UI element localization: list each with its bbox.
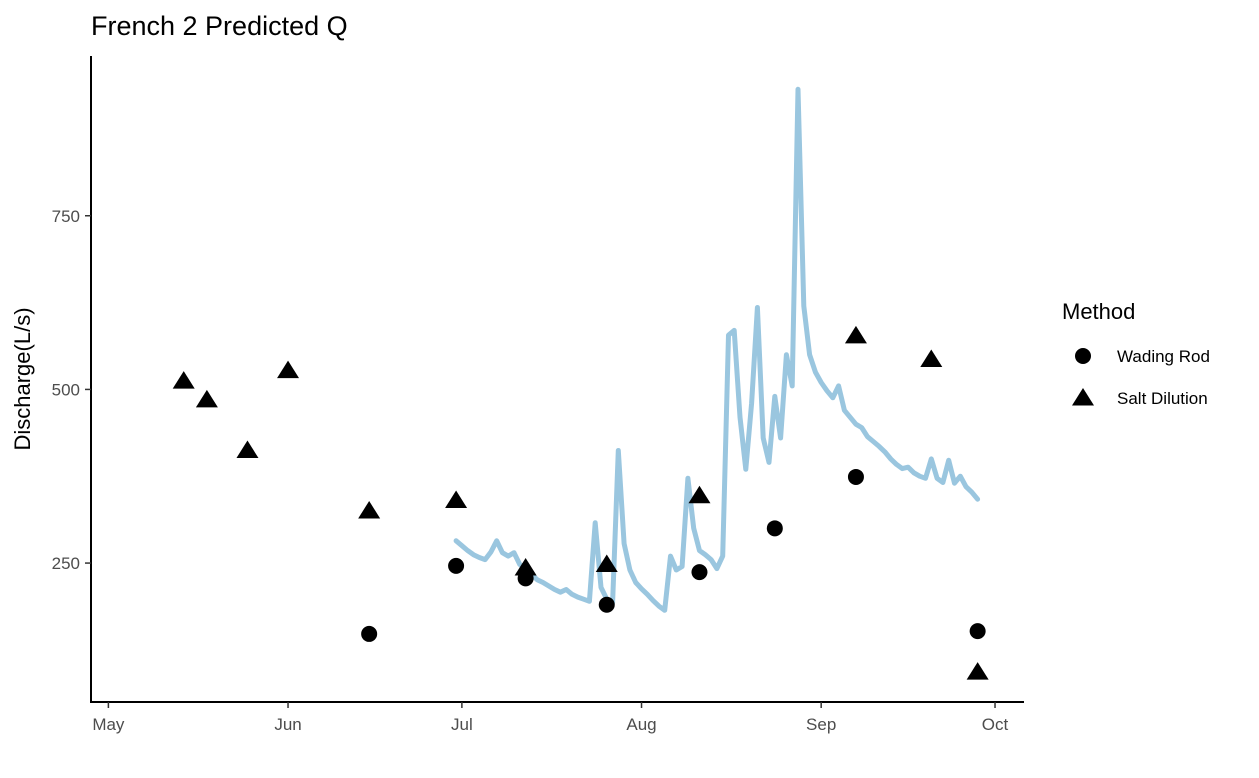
- y-ticks: 250 500 750: [52, 207, 91, 573]
- predicted-discharge-line: [453, 86, 981, 613]
- legend: Method Wading Rod Salt Dilution: [1062, 299, 1210, 408]
- plot-area: [172, 86, 989, 680]
- salt-dilution-point: [195, 389, 218, 408]
- x-ticks: May Jun Jul Aug Sep Oct: [92, 702, 1009, 734]
- wading-rod-point: [448, 557, 465, 574]
- legend-title: Method: [1062, 299, 1135, 324]
- x-tick-label: Oct: [982, 715, 1009, 734]
- x-tick-label: Jul: [451, 715, 473, 734]
- salt-dilution-point: [358, 500, 381, 519]
- predicted-line-layer: [453, 86, 981, 613]
- y-tick-label: 750: [52, 207, 80, 226]
- points-layer: [172, 325, 989, 680]
- wading-rod-point: [847, 468, 864, 485]
- salt-dilution-point: [688, 485, 711, 504]
- salt-dilution-point: [514, 557, 537, 576]
- legend-label: Salt Dilution: [1117, 389, 1208, 408]
- salt-dilution-point: [277, 360, 300, 379]
- x-tick-label: Aug: [626, 715, 656, 734]
- wading-rod-point: [598, 596, 615, 613]
- salt-dilution-point: [595, 554, 618, 572]
- chart-title: French 2 Predicted Q: [91, 11, 348, 41]
- wading-rod-point: [361, 625, 378, 642]
- wading-rod-point: [766, 520, 783, 537]
- salt-dilution-point: [172, 371, 195, 389]
- y-axis-title: Discharge(L/s): [10, 307, 35, 450]
- salt-dilution-point: [236, 440, 259, 459]
- legend-triangle-icon: [1072, 388, 1094, 406]
- y-tick-label: 250: [52, 554, 80, 573]
- salt-dilution-point: [445, 490, 468, 509]
- wading-rod-point: [969, 623, 986, 640]
- wading-rod-point: [691, 564, 708, 581]
- salt-dilution-point: [920, 349, 943, 368]
- x-tick-label: Sep: [806, 715, 836, 734]
- x-tick-label: May: [92, 715, 125, 734]
- legend-label: Wading Rod: [1117, 347, 1210, 366]
- x-tick-label: Jun: [274, 715, 301, 734]
- y-tick-label: 500: [52, 380, 80, 399]
- salt-dilution-point: [966, 662, 989, 680]
- salt-dilution-point: [844, 325, 867, 344]
- legend-items: Wading Rod Salt Dilution: [1072, 347, 1210, 408]
- legend-circle-icon: [1075, 348, 1091, 364]
